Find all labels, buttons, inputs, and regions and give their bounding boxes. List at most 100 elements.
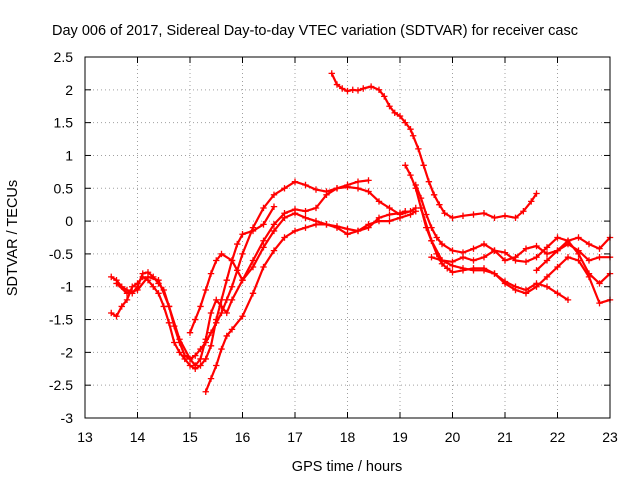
data-point — [186, 355, 194, 363]
data-point — [407, 126, 414, 133]
data-point — [249, 263, 257, 271]
series-arc-7 — [402, 162, 572, 304]
data-point — [375, 217, 383, 225]
y-tick-label: 0.5 — [54, 180, 74, 196]
x-tick-label: 16 — [235, 429, 251, 445]
x-tick-label: 18 — [340, 429, 356, 445]
data-point — [312, 204, 320, 212]
data-point — [354, 227, 362, 235]
data-point — [585, 240, 593, 248]
axis-ticks — [84, 56, 611, 419]
data-point — [176, 336, 183, 343]
data-point — [260, 221, 267, 228]
data-point — [213, 362, 220, 369]
data-point — [113, 313, 120, 320]
data-point — [312, 221, 320, 228]
data-point — [441, 210, 448, 217]
data-point — [533, 283, 540, 290]
data-point — [522, 290, 530, 297]
data-point — [543, 257, 551, 264]
data-point — [564, 237, 572, 244]
data-point — [436, 201, 443, 208]
data-point — [409, 132, 417, 139]
y-tick-label: -3 — [61, 410, 74, 426]
data-point — [207, 375, 215, 382]
data-point — [270, 247, 278, 254]
data-point — [260, 263, 267, 271]
data-point — [470, 257, 477, 264]
data-point — [444, 265, 451, 272]
data-point — [596, 245, 603, 252]
data-point — [349, 86, 356, 94]
data-point — [281, 234, 288, 241]
data-point — [425, 178, 433, 185]
data-point — [554, 290, 561, 297]
y-tick-label: -1 — [61, 279, 74, 295]
x-tick-label: 23 — [602, 429, 618, 445]
data-point — [197, 303, 204, 310]
y-tick-label: -0.5 — [49, 246, 73, 262]
data-point — [228, 257, 236, 264]
x-tick-label: 13 — [77, 429, 93, 445]
data-point — [339, 85, 346, 92]
data-point — [228, 326, 236, 333]
data-point — [367, 83, 375, 90]
data-point — [360, 85, 367, 92]
data-point — [291, 178, 299, 185]
data-point — [459, 253, 467, 261]
data-point — [430, 191, 438, 199]
data-point — [365, 188, 372, 195]
y-tick-label: 2 — [65, 82, 73, 98]
data-point — [333, 185, 341, 192]
data-point — [585, 273, 593, 281]
data-point — [512, 286, 519, 294]
data-point — [402, 119, 409, 126]
data-point — [123, 296, 131, 304]
data-point — [323, 191, 330, 199]
data-point — [491, 214, 498, 222]
data-point — [323, 221, 330, 228]
data-point — [239, 313, 246, 320]
data-point — [328, 70, 335, 77]
data-point — [344, 231, 351, 238]
data-point — [381, 93, 388, 100]
data-point — [501, 280, 509, 287]
data-point — [239, 276, 246, 284]
data-point — [344, 87, 351, 95]
x-tick-label: 21 — [497, 429, 513, 445]
data-point — [412, 208, 419, 215]
y-tick-label: -2.5 — [49, 377, 73, 393]
x-tick-labels: 13 14 15 16 17 18 19 20 21 22 23 — [77, 429, 618, 445]
grid-lines — [85, 57, 610, 418]
data-point — [354, 87, 362, 94]
data-point — [420, 162, 427, 169]
data-point — [123, 290, 131, 297]
data-point — [228, 283, 236, 290]
data-point — [150, 283, 157, 290]
data-point — [375, 198, 383, 205]
data-point — [396, 112, 404, 120]
data-point — [491, 270, 498, 277]
data-point — [543, 283, 551, 290]
data-point — [543, 244, 551, 251]
data-point — [260, 237, 267, 244]
data-point — [155, 290, 162, 297]
data-point — [480, 253, 488, 261]
data-point — [575, 234, 582, 241]
data-point — [192, 362, 199, 369]
data-point — [207, 342, 215, 349]
data-point — [533, 253, 540, 261]
data-point — [234, 240, 241, 248]
data-point — [522, 245, 530, 252]
data-point — [249, 290, 257, 297]
series-arc-8 — [412, 181, 614, 264]
data-point — [192, 316, 199, 323]
data-series — [108, 70, 614, 395]
data-point — [480, 240, 488, 248]
data-point — [391, 109, 398, 116]
data-point — [438, 257, 446, 264]
series-arc-1 — [328, 70, 540, 222]
data-point — [375, 86, 383, 94]
data-point — [512, 257, 519, 264]
series-trace — [204, 210, 417, 393]
